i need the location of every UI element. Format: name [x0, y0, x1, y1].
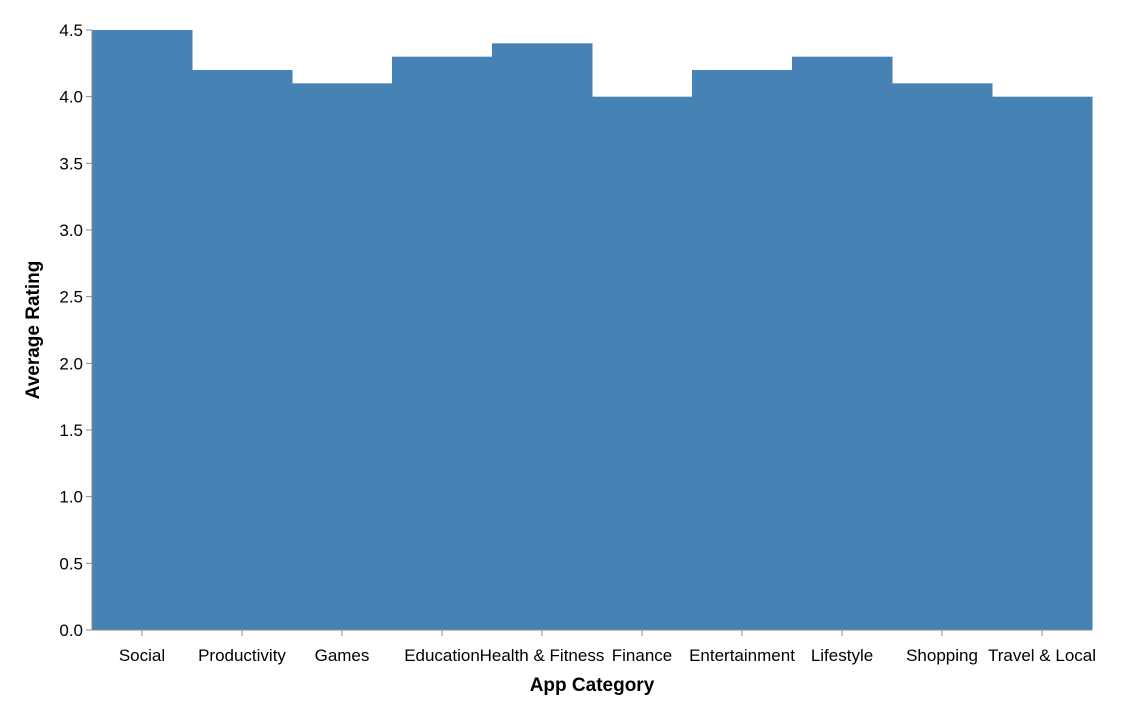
y-tick-label: 3.5	[59, 154, 83, 173]
x-tick-label: Entertainment	[689, 646, 795, 665]
bar-health-fitness	[492, 43, 593, 631]
y-axis-title: Average Rating	[23, 261, 44, 400]
bar-education	[392, 56, 493, 630]
bar-lifestyle	[792, 56, 893, 630]
y-tick-label: 1.0	[59, 488, 83, 507]
x-axis-title: App Category	[530, 675, 655, 696]
x-tick-label: Education	[404, 646, 480, 665]
bar-productivity	[192, 70, 293, 630]
bar-shopping	[892, 83, 993, 631]
y-tick-label: 1.5	[59, 421, 83, 440]
x-tick-label: Social	[119, 646, 165, 665]
y-axis-ticks: 0.0 0.5 1.0 1.5 2.0 2.5 3.0 3.5 4.0 4.5	[59, 21, 92, 640]
y-tick-label: 4.5	[59, 21, 83, 40]
bars-group	[92, 30, 1093, 631]
x-tick-label: Travel & Local	[988, 646, 1096, 665]
y-tick-label: 0.0	[59, 621, 83, 640]
x-tick-label: Health & Fitness	[480, 646, 605, 665]
y-tick-label: 3.0	[59, 221, 83, 240]
y-tick-label: 2.0	[59, 354, 83, 373]
x-tick-label: Lifestyle	[811, 646, 873, 665]
bar-social	[92, 30, 193, 630]
x-tick-label: Finance	[612, 646, 672, 665]
bar-games	[292, 83, 393, 631]
bar-finance	[592, 96, 693, 630]
y-tick-label: 4.0	[59, 88, 83, 107]
y-tick-label: 0.5	[59, 554, 83, 573]
bar-travel-local	[992, 96, 1093, 630]
bar-entertainment	[692, 70, 793, 630]
y-tick-label: 2.5	[59, 288, 83, 307]
x-tick-label: Productivity	[198, 646, 286, 665]
x-axis-ticks: Social Productivity Games Education Health &…	[119, 630, 1096, 665]
x-tick-label: Games	[315, 646, 370, 665]
x-tick-label: Shopping	[906, 646, 978, 665]
